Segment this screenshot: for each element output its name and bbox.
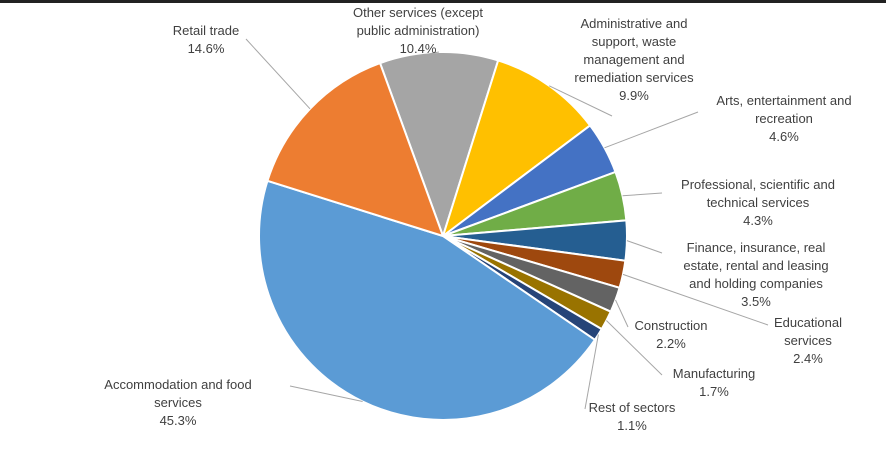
leader-line: [615, 299, 629, 328]
pie-slice: [266, 61, 445, 238]
slice-value-label: 45.3%: [160, 413, 197, 428]
slice-label: Other services (except public administrat…: [353, 5, 483, 56]
slice-label: Rest of sectors 1.1%: [589, 400, 676, 433]
slice-name-line: Construction: [635, 318, 708, 333]
slice-value-label: 14.6%: [188, 41, 225, 56]
slice-value-label: 1.1%: [617, 418, 647, 433]
slice-value-label: 3.5%: [741, 294, 771, 309]
slice-name-line: recreation: [755, 111, 813, 126]
leader-lines: [245, 38, 769, 410]
slice-name-line: Accommodation and food: [104, 377, 251, 392]
slice-name-line: Retail trade: [173, 23, 239, 38]
slice-label: Educational services 2.4%: [774, 315, 842, 366]
slice-name-line: and holding companies: [689, 276, 823, 291]
slice-name-line: Rest of sectors: [589, 400, 676, 415]
pie-slice: [441, 59, 592, 239]
slice-name-line: technical services: [707, 195, 810, 210]
leader-line: [548, 85, 613, 117]
slice-label: Finance, insurance, real estate, rental a…: [683, 240, 828, 309]
slice-label: Accommodation and food services 45.3%: [104, 377, 251, 428]
leader-line: [245, 38, 311, 110]
slice-value-label: 1.7%: [699, 384, 729, 399]
slice-value-label: 2.4%: [793, 351, 823, 366]
slice-name-line: estate, rental and leasing: [683, 258, 828, 273]
pie-slice: [258, 179, 597, 421]
slice-name-line: Professional, scientific and: [681, 177, 835, 192]
slice-label: Arts, entertainment and recreation 4.6%: [716, 93, 851, 144]
slice-name-line: support, waste: [592, 34, 677, 49]
leader-line: [417, 51, 439, 57]
slice-value-label: 9.9%: [619, 88, 649, 103]
slice-name-line: remediation services: [574, 70, 694, 85]
slice-name-line: public administration): [357, 23, 480, 38]
slice-label: Construction 2.2%: [635, 318, 708, 351]
leader-line: [604, 111, 699, 149]
slice-label: Professional, scientific and technical se…: [681, 177, 835, 228]
slice-value-label: 10.4%: [400, 41, 437, 56]
leader-line: [606, 320, 663, 376]
slice-name-line: Administrative and: [581, 16, 688, 31]
slice-label: Retail trade 14.6%: [173, 23, 239, 56]
top-border: [0, 0, 886, 3]
leader-line: [289, 385, 363, 402]
slice-name-line: Arts, entertainment and: [716, 93, 851, 108]
leader-line: [622, 192, 663, 197]
leader-line: [626, 240, 663, 254]
slice-labels: Other services (except public administrat…: [104, 5, 851, 433]
slice-value-label: 4.3%: [743, 213, 773, 228]
slice-name-line: Other services (except: [353, 5, 483, 20]
slice-value-label: 4.6%: [769, 129, 799, 144]
slice-name-line: services: [154, 395, 202, 410]
slice-name-line: Manufacturing: [673, 366, 755, 381]
slice-label: Administrative and support, waste manageme…: [574, 16, 694, 103]
leader-line: [584, 334, 599, 410]
leader-line: [622, 273, 769, 326]
slice-name-line: management and: [583, 52, 684, 67]
slice-value-label: 2.2%: [656, 336, 686, 351]
slice-name-line: services: [784, 333, 832, 348]
slice-name-line: Finance, insurance, real: [687, 240, 826, 255]
slice-label: Manufacturing 1.7%: [673, 366, 755, 399]
slice-name-line: Educational: [774, 315, 842, 330]
pie-slices: [258, 51, 628, 421]
